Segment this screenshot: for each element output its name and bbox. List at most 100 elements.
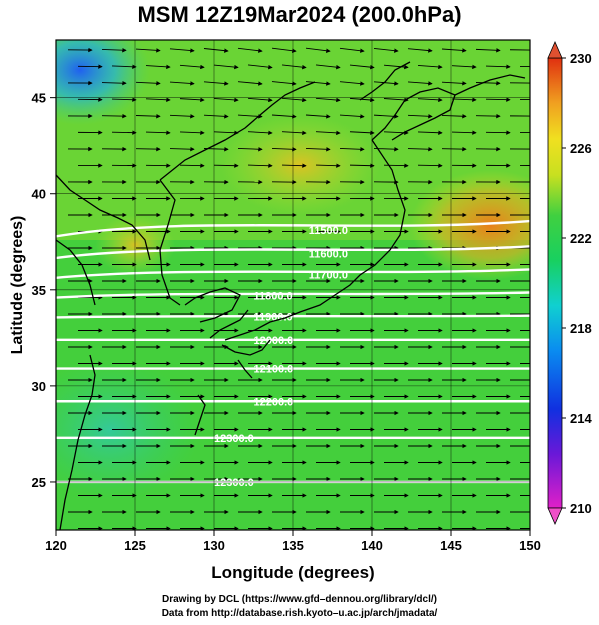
wind-arrow xyxy=(203,114,229,119)
wind-arrow xyxy=(315,130,341,136)
wind-arrow xyxy=(349,130,375,136)
height-contours: 12300.0 12300.0 12200.0 12100.0 12000.0 11900… xyxy=(56,219,530,489)
wind-arrow xyxy=(237,81,263,86)
wind-arrow xyxy=(169,146,195,152)
x-tick-label: 150 xyxy=(519,538,541,553)
contour-line xyxy=(56,291,530,299)
wind-arrow xyxy=(203,48,229,53)
wind-arrow xyxy=(315,64,341,70)
wind-arrow xyxy=(247,163,273,168)
contour-label: 12300.0 xyxy=(214,477,254,489)
wind-arrow xyxy=(451,64,477,70)
wind-arrow xyxy=(485,97,511,102)
colorbar-ticks: 230 226 222 218 214 210 xyxy=(562,51,592,516)
y-tick-label: 45 xyxy=(32,91,46,106)
wind-arrow xyxy=(451,130,477,135)
y-axis-ticks: 45 40 35 30 25 xyxy=(32,91,56,490)
wind-arrow xyxy=(417,130,443,135)
x-tick-label: 145 xyxy=(440,538,462,553)
wind-arrow xyxy=(179,64,205,70)
wind-arrow xyxy=(135,48,161,53)
x-tick-label: 120 xyxy=(45,538,67,553)
wind-arrow xyxy=(145,97,171,103)
contour-line xyxy=(56,268,530,279)
wind-arrow xyxy=(407,146,433,152)
credit-data: Data from http://database.rish.kyoto–u.a… xyxy=(161,608,438,619)
colorbar-tick-label: 210 xyxy=(570,501,592,516)
colorbar-tick-label: 226 xyxy=(570,141,592,156)
wind-arrow xyxy=(111,97,137,102)
wind-arrow xyxy=(101,113,127,119)
y-tick-label: 40 xyxy=(32,187,46,202)
wind-arrow xyxy=(383,163,409,168)
wind-arrow xyxy=(475,113,501,119)
wind-arrow xyxy=(135,81,161,86)
contour-label: 11700.0 xyxy=(309,269,348,281)
contour-label: 11500.0 xyxy=(309,225,348,237)
wind-arrow xyxy=(247,64,273,70)
wind-arrow xyxy=(281,130,307,136)
colorbar-min-arrow xyxy=(547,507,563,525)
wind-arrow xyxy=(339,114,365,119)
x-tick-label: 140 xyxy=(361,538,383,553)
wind-arrow xyxy=(135,146,161,152)
contour-label: 11600.0 xyxy=(309,248,348,260)
colorbar-tick-label: 214 xyxy=(570,411,592,426)
temperature-field: 12300.0 12300.0 12200.0 12100.0 12000.0 11900… xyxy=(56,40,530,530)
x-axis-label: Longitude (degrees) xyxy=(211,563,374,582)
wind-arrow xyxy=(281,163,307,168)
wind-arrow xyxy=(305,114,331,119)
wind-arrow xyxy=(407,81,433,86)
wind-arrow xyxy=(417,64,443,70)
contour-label: 11800.0 xyxy=(254,291,293,303)
wind-arrow xyxy=(383,64,409,70)
contour-line xyxy=(56,219,530,238)
wind-arrow xyxy=(271,114,297,119)
wind-arrow xyxy=(305,146,331,152)
wind-arrow xyxy=(111,64,137,69)
wind-arrow xyxy=(169,48,195,53)
y-tick-label: 35 xyxy=(32,283,46,298)
wind-arrow xyxy=(305,81,331,86)
colorbar-tick-label: 218 xyxy=(570,321,592,336)
wind-arrow xyxy=(247,97,273,103)
wind-arrow xyxy=(179,97,205,103)
wind-arrow xyxy=(441,113,467,119)
wind-arrow xyxy=(339,47,365,53)
wind-arrow xyxy=(213,64,239,70)
coastlines xyxy=(56,61,526,530)
wind-arrow xyxy=(135,113,161,119)
contour-line xyxy=(56,314,530,319)
contour-label: 11900.0 xyxy=(254,312,293,324)
x-axis-ticks: 120 125 130 135 140 145 150 xyxy=(45,530,541,553)
wind-arrow xyxy=(179,130,205,135)
wind-arrow xyxy=(451,97,477,102)
wind-arrow xyxy=(441,81,467,86)
wind-arrow xyxy=(247,130,273,136)
colorbar-tick-label: 222 xyxy=(570,231,592,246)
y-tick-label: 30 xyxy=(32,379,46,394)
map-title: MSM 12Z19Mar2024 (200.0hPa) xyxy=(137,2,462,27)
colorbar-tick-label: 230 xyxy=(570,51,592,66)
wind-arrow xyxy=(213,97,239,103)
wind-arrow xyxy=(475,80,501,86)
wind-arrow xyxy=(145,64,171,70)
wind-arrow xyxy=(339,146,365,152)
graticule xyxy=(56,40,530,530)
wind-arrow xyxy=(373,48,399,53)
x-tick-label: 130 xyxy=(203,538,225,553)
wind-arrow xyxy=(407,48,433,53)
wind-arrow xyxy=(349,64,375,70)
wind-arrow xyxy=(339,81,365,86)
contour-label: 12000.0 xyxy=(254,335,294,347)
wind-arrow xyxy=(417,97,443,103)
wind-arrow xyxy=(237,47,263,53)
wind-arrow xyxy=(203,81,229,86)
contour-line xyxy=(56,245,530,260)
x-tick-label: 125 xyxy=(124,538,146,553)
wind-arrow xyxy=(237,146,263,152)
wind-arrow xyxy=(271,47,297,53)
wind-arrow xyxy=(441,48,467,53)
wind-arrow xyxy=(441,146,467,152)
